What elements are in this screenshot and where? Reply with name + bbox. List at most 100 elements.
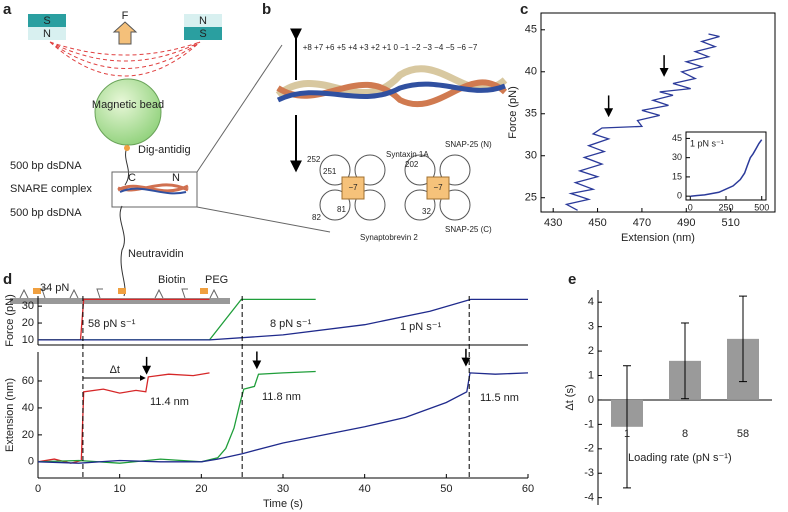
bead [94,78,162,146]
label: SNAP-25 (C) [445,225,492,234]
data-line [37,372,210,464]
x-tick-label: 50 [440,483,452,495]
label: PEG [205,274,228,286]
residue: 252 [307,155,321,164]
data-line [37,372,529,464]
panel-label: c [520,1,528,18]
annotation: 1 pN s⁻¹ [400,321,442,333]
annotation: 8 pN s⁻¹ [270,318,312,330]
magnet-pole: N [199,15,207,27]
residue: 81 [337,205,346,214]
y-tick-label: 40 [525,66,537,78]
label: Syntaxin 1A [386,150,429,159]
data-line [690,139,763,197]
helical-wheel [439,154,471,186]
data-line [38,298,528,341]
x-tick-label: 510 [721,217,739,229]
magnet [28,14,66,27]
residue: 82 [312,213,321,222]
y-axis-label: Force (pN) [4,294,16,347]
snare-complex [119,187,187,195]
y-tick-label: 2 [588,345,594,357]
magnet-pole: N [43,28,51,40]
annotation: 34 pN [40,282,69,294]
y-tick-label: -1 [584,418,594,430]
helical-wheel [319,154,351,186]
label: Dig-antidig [138,144,191,156]
y-tick-label: 4 [588,296,594,308]
zoom-line [196,44,283,173]
surface [10,298,230,304]
panel-a: S N N S F Magnetic bead Dig-antidig 500 … [10,10,331,304]
helical-wheel [404,154,436,186]
panel-label: b [262,1,271,18]
y-tick-label: 35 [525,108,537,120]
y-tick-label: 3 [588,321,594,333]
y-tick-label: 30 [672,152,682,162]
helical-wheel [354,154,386,186]
label: 500 bp dsDNA [10,207,82,219]
bead-label: Magnetic bead [92,99,164,111]
x-tick-label: 0 [688,202,693,212]
y-tick-label: 20 [22,317,34,329]
category-label: 8 [682,428,688,440]
field-lines [49,41,201,77]
y-axis-label: Extension (nm) [4,378,16,452]
x-axis-label: Time (s) [263,498,303,510]
annotation: 11.5 nm [480,392,519,404]
peg [19,288,219,299]
residue: 202 [405,160,419,169]
x-tick-label: 0 [35,483,41,495]
x-tick-label: 250 [718,202,733,212]
panel-label: d [3,271,12,288]
category-label: 1 [624,428,630,440]
y-tick-label: -4 [584,492,594,504]
zoom-line [196,206,331,233]
y-tick-label: 0 [28,456,34,468]
y-tick-label: 0 [588,394,594,406]
magnet [184,27,222,40]
helical-wheel [319,189,351,221]
annotation: Δt [110,364,120,376]
residue: 32 [422,207,431,216]
residue: 251 [323,167,337,176]
y-tick-label: -3 [584,467,594,479]
panel-b: +8 +7 +6 +5 +4 +3 +2 +1 0 −1 −2 −3 −4 −5… [275,28,508,242]
y-tick-label: 1 [588,369,594,381]
layer: −7 [348,183,358,192]
annotation: 58 pN s⁻¹ [88,318,136,330]
panel-label: e [568,271,576,288]
y-tick-label: 45 [672,133,682,143]
force-label: F [122,10,129,22]
y-tick-label: 30 [22,300,34,312]
x-axis-label: Extension (nm) [621,232,695,244]
magnet [184,14,222,27]
y-tick-label: 45 [525,24,537,36]
y-axis-label: Δt (s) [564,384,576,410]
magnet-pole: S [43,15,50,27]
neutravidin [200,288,208,294]
label: N [172,172,180,184]
x-tick-label: 430 [544,217,562,229]
zoom-box [111,171,198,208]
data-line [37,370,316,464]
label: Neutravidin [128,248,184,260]
neutravidin [33,288,41,294]
force-arrow [112,21,138,45]
annotation: 11.4 nm [150,396,189,408]
y-tick-label: 0 [677,191,682,201]
magnet-pole: S [199,28,206,40]
label: Synaptobrevin 2 [360,233,418,242]
x-tick-label: 10 [114,483,126,495]
label: SNAP-25 (N) [445,140,492,149]
helical-wheel [439,189,471,221]
layer-labels: +8 +7 +6 +5 +4 +3 +2 +1 0 −1 −2 −3 −4 −5… [303,43,478,52]
x-tick-label: 20 [195,483,207,495]
panel-label: a [3,1,12,18]
helix [276,81,506,103]
x-tick-label: 470 [633,217,651,229]
y-tick-label: 20 [22,429,34,441]
inset-annotation: 1 pN s⁻¹ [690,138,724,148]
y-tick-label: 40 [22,402,34,414]
